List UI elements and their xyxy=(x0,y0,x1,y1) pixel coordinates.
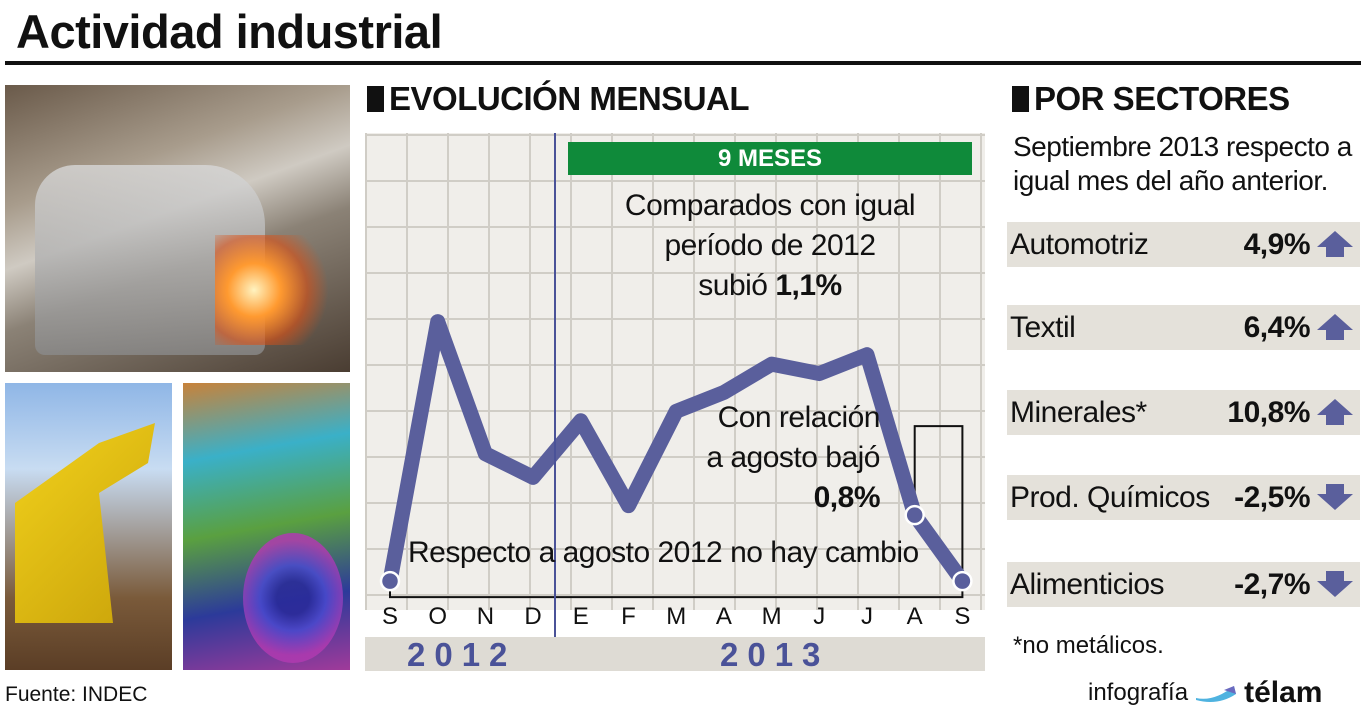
data-point xyxy=(379,570,401,592)
month-label: S xyxy=(954,603,971,630)
arrow-up-icon xyxy=(1317,314,1353,340)
month-label: M xyxy=(666,603,687,630)
sector-row: Minerales* 10,8% xyxy=(1007,390,1360,435)
compare-line3: subió xyxy=(698,269,776,302)
evolution-heading: EVOLUCIÓN MENSUAL xyxy=(367,80,750,118)
relation-line2: a agosto bajó xyxy=(706,441,880,474)
line-chart xyxy=(365,133,985,610)
arrow-down-icon xyxy=(1317,571,1353,597)
page-title: Actividad industrial xyxy=(16,5,443,58)
photo-excavator xyxy=(5,383,172,670)
year-2013: 2013 xyxy=(720,636,830,673)
month-label: E xyxy=(572,603,589,630)
footnote: *no metálicos. xyxy=(1013,632,1164,659)
sectors-heading: POR SECTORES xyxy=(1012,80,1290,118)
evolution-heading-text: EVOLUCIÓN MENSUAL xyxy=(389,80,750,117)
month-label: M xyxy=(761,603,782,630)
relation-note: Con relación a agosto bajó 0,8% xyxy=(670,398,880,518)
mom-bracket xyxy=(913,425,964,582)
sectors-heading-text: POR SECTORES xyxy=(1034,80,1290,117)
sector-row: Alimenticios -2,7% xyxy=(1007,562,1360,607)
brand-logo: infografía télam xyxy=(1088,676,1322,710)
sector-value: 6,4% xyxy=(1243,311,1311,344)
month-label: S xyxy=(381,603,399,630)
brand-prefix: infografía xyxy=(1088,679,1189,706)
series-line xyxy=(382,314,969,586)
brand-name: télam xyxy=(1244,676,1323,709)
telam-swoosh-icon xyxy=(1196,686,1237,702)
month-label: A xyxy=(906,603,923,630)
sector-value: -2,5% xyxy=(1234,481,1310,514)
month-label: O xyxy=(428,603,448,630)
relation-line1: Con relación xyxy=(717,401,881,434)
month-label: A xyxy=(715,603,732,630)
month-label: J xyxy=(813,603,826,630)
data-point xyxy=(952,570,973,592)
sector-name: Alimenticios xyxy=(1010,568,1165,601)
yoy-bracket xyxy=(389,587,964,599)
sector-value: 4,9% xyxy=(1243,228,1311,261)
sector-value: -2,7% xyxy=(1234,568,1310,601)
arrow-up-icon xyxy=(1317,399,1353,425)
photo-automotive-factory xyxy=(5,85,350,372)
photo-textile-rolls xyxy=(183,383,350,670)
year-bar: 2012 2013 xyxy=(365,636,985,673)
sector-row: Textil 6,4% xyxy=(1007,305,1360,350)
compare-line2: período de 2012 xyxy=(664,229,876,262)
month-label: D xyxy=(524,603,542,630)
sector-value: 10,8% xyxy=(1227,396,1310,429)
month-label: J xyxy=(861,603,873,630)
sector-row: Prod. Químicos -2,5% xyxy=(1007,475,1360,520)
data-point xyxy=(904,504,925,526)
arrow-up-icon xyxy=(1317,231,1353,257)
arrow-down-icon xyxy=(1317,484,1353,510)
chart-svg xyxy=(379,314,973,599)
compare-line1: Comparados con igual xyxy=(624,189,916,222)
year-divider xyxy=(554,133,556,670)
yoy-note: Respecto a agosto 2012 no hay cambio xyxy=(408,536,919,569)
sector-row: Automotriz 4,9% xyxy=(1007,222,1360,267)
month-label: F xyxy=(621,603,636,630)
sector-name: Minerales* xyxy=(1010,396,1147,429)
sector-name: Textil xyxy=(1010,311,1076,344)
sectors-subtitle: Septiembre 2013 respecto a igual mes del… xyxy=(1013,130,1352,198)
subtitle-line2: igual mes del año anterior. xyxy=(1013,165,1328,196)
sector-name: Automotriz xyxy=(1010,228,1149,261)
compare-value: 1,1% xyxy=(775,269,842,302)
sector-name: Prod. Químicos xyxy=(1010,481,1210,514)
comparison-note: Comparados con igual período de 2012 sub… xyxy=(600,186,940,306)
source: Fuente: INDEC xyxy=(5,683,148,706)
subtitle-line1: Septiembre 2013 respecto a xyxy=(1013,131,1352,162)
nine-months-badge: 9 MESES xyxy=(568,142,972,175)
title-rule xyxy=(5,61,1361,65)
relation-value: 0,8% xyxy=(813,481,881,514)
year-2012: 2012 xyxy=(407,636,517,673)
month-label: N xyxy=(476,603,495,630)
